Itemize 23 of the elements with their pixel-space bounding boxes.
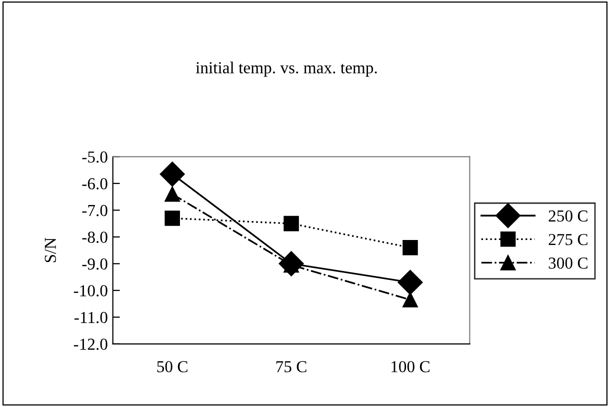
legend-label: 250 C [548,210,588,222]
y-tick-label: -10.0 [74,285,108,296]
y-tick-label: -8.0 [82,232,108,243]
x-tick-label: 50 C [157,361,188,372]
y-tick-label: -6.0 [82,178,108,190]
point [164,210,180,226]
y-tick-label: -5.0 [82,151,108,163]
x-tick-label: 100 C [392,361,430,372]
point [284,216,299,232]
point [398,270,423,295]
point [164,186,180,202]
y-axis-title: S/N [44,238,56,262]
point [402,240,418,256]
point [160,162,185,187]
legend-label: 275 C [548,234,588,246]
y-tick-label: -11.0 [74,312,108,324]
legend-label: 300 C [548,257,588,269]
y-tick-label: -9.0 [82,258,108,270]
chart-title: initial temp. vs. max. temp. [196,62,377,77]
x-tick-label: 75 C [276,361,306,372]
y-tick-label: -7.0 [82,204,108,216]
y-tick-label: -12.0 [74,338,108,350]
point [402,292,418,308]
